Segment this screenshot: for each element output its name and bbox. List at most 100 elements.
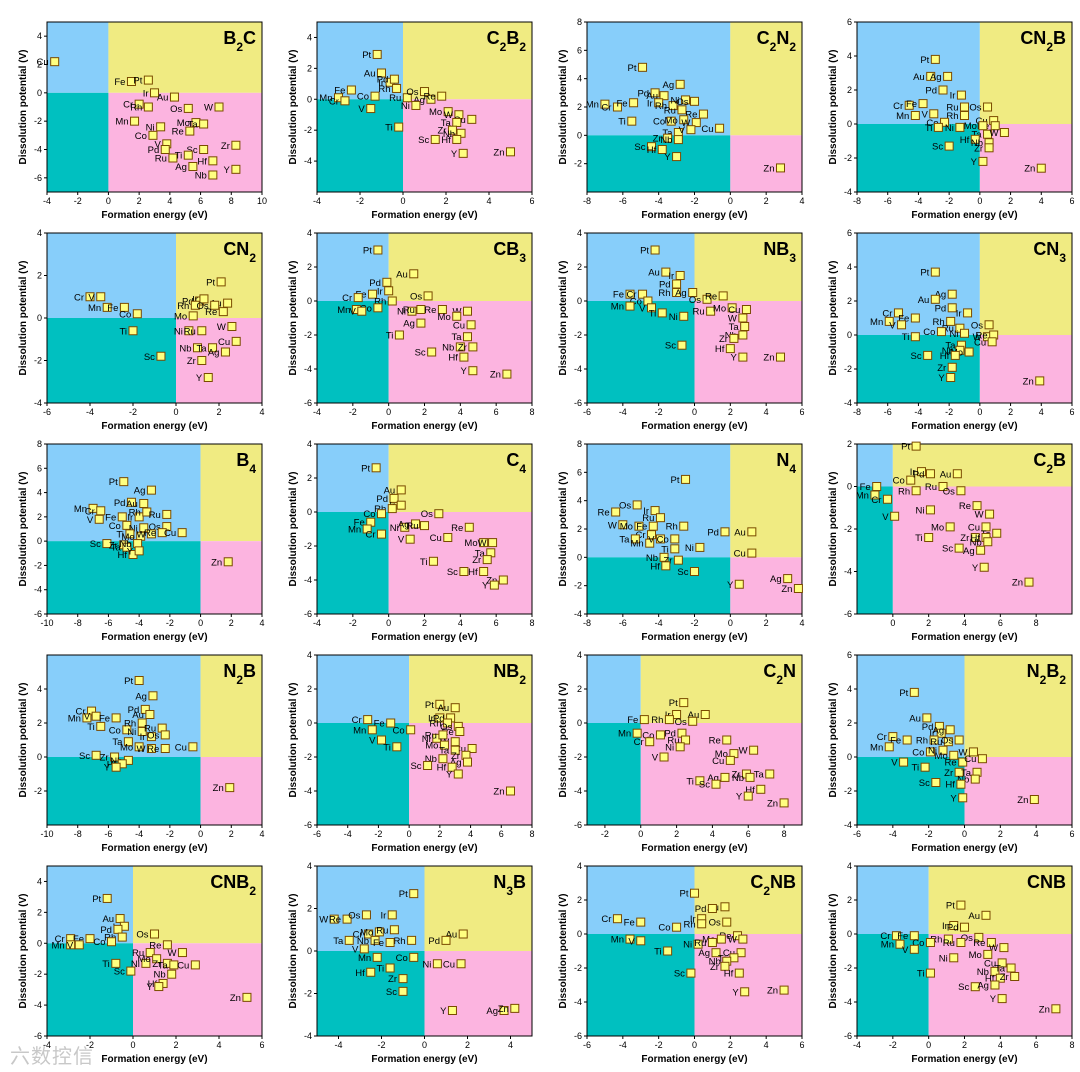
data-point [432,959,442,969]
y-tick-label: 4 [577,650,582,660]
data-point [386,718,396,728]
data-point [455,342,465,352]
point-label: Sc [410,761,421,772]
point-label: Mo [715,749,728,760]
y-tick-label: -4 [844,820,852,830]
point-label: Ta [439,746,450,757]
data-point [747,548,757,558]
point-label: Mo [425,741,438,752]
data-point [134,742,144,752]
data-point [370,91,380,101]
data-point [611,507,621,517]
point-label: Y [461,366,468,377]
y-tick-label: 0 [307,296,312,306]
data-point [210,300,220,310]
data-point [970,134,980,144]
point-label: Zr [109,540,118,551]
point-label: Ni [685,543,694,554]
point-label: Y [482,581,489,592]
point-label: Zr [187,356,196,367]
chart-panel: -4 -2 0 2 4 6 8 10 -6 -4 -2 0 2 4 Formation energy (eV… [0,12,270,223]
quadrant-lower-right [200,541,262,614]
scatter-plot: -8 -6 -4 -2 0 2 4 6 -4 -2 0 2 4 6 Formation energy (eV… [828,228,1075,432]
data-point [956,90,966,100]
point-label: Nb [660,135,672,146]
x-axis-title: Formation energy (eV) [371,1054,477,1065]
data-point [636,936,646,946]
data-point [931,778,941,787]
data-point [426,94,436,104]
quadrant-lower-left [317,301,389,403]
data-point [387,296,397,306]
point-label: Cu [175,742,187,753]
quadrant-upper-right [730,444,802,558]
data-point [1029,795,1039,804]
data-point [743,791,753,801]
y-tick-label: -4 [304,575,312,585]
data-point [366,967,376,977]
point-label: Ti [912,763,920,774]
point-label: Ir [127,512,133,523]
x-tick-label: -4 [344,829,352,839]
plot-frame [46,21,263,193]
quadrant-lower-left [47,943,133,1036]
y-tick-label: 6 [847,650,852,660]
x-tick-label: 0 [422,1040,427,1050]
panel-title: C2N [763,661,796,687]
data-point [925,747,935,757]
data-point [981,522,991,532]
point-label: Pd [369,278,381,289]
point-label: Fe [99,713,110,724]
point-label: Co [119,309,131,320]
point-label: Co [93,937,105,948]
data-point [394,122,404,132]
point-label: Ag [698,948,710,959]
point-label: Pd [925,86,937,97]
point-label: V [628,936,635,947]
y-axis-title: Dissolution potential (V) [828,261,839,376]
point-label: Os [136,930,148,941]
point-label: Pd [182,297,194,308]
point-label: Ta [197,343,208,354]
data-point [650,88,660,98]
point-label: Fe [897,931,908,942]
data-point [406,725,416,735]
data-point [632,728,642,738]
point-label: V [87,515,94,526]
x-tick-label: 4 [1039,407,1044,417]
point-label: Pt [671,475,680,486]
point-label: Ru [184,326,196,337]
data-point [944,141,954,151]
quadrant-lower-right [403,99,532,192]
x-axis-title: Formation energy (eV) [911,421,1017,432]
x-tick-label: -2 [166,618,174,628]
data-point [125,529,135,539]
point-label: Co [642,730,654,741]
point-label: Rh [930,935,942,946]
data-point [216,277,226,287]
data-point [727,303,737,313]
point-label: Ni [422,734,431,745]
data-point [134,99,144,109]
point-label: Ru [149,510,161,521]
point-label: Zn [211,557,222,568]
x-tick-label: -2 [601,829,609,839]
y-axis-title: Dissolution potential (V) [18,50,29,165]
data-point [102,539,112,549]
data-point [392,83,402,93]
data-point [776,352,785,362]
point-label: Ti [915,533,923,544]
y-tick-label: -2 [34,786,42,796]
point-label: Mn [115,117,128,128]
data-point [956,779,966,789]
data-point [924,533,934,542]
data-point [464,522,474,532]
data-point [725,755,735,765]
point-label: Cu [701,124,713,135]
data-point [177,528,187,538]
point-label: Ru [132,948,144,959]
data-point [917,467,926,477]
x-tick-label: -2 [74,196,82,206]
point-label: Rh [658,288,670,299]
